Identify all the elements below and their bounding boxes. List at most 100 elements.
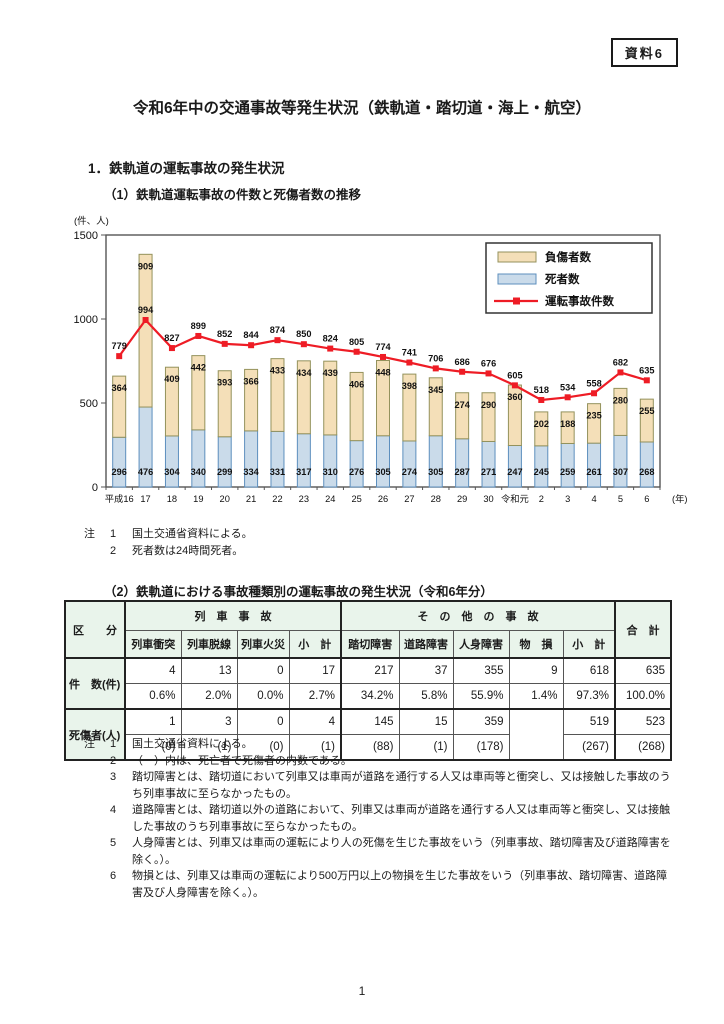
injured-bar: [164, 366, 179, 437]
injured-bar: [138, 253, 153, 408]
svg-text:25: 25: [351, 494, 361, 504]
table-col-header: 踏切障害: [340, 630, 400, 659]
page-title: 令和6年中の交通事故等発生状況（鉄軌道・踏切道・海上・航空）: [132, 100, 592, 117]
svg-text:706: 706: [428, 353, 443, 363]
table-col-header: 道路障害: [398, 630, 454, 659]
line-marker: [432, 365, 439, 372]
svg-text:433: 433: [270, 366, 285, 376]
table-cell: 37: [398, 657, 454, 684]
svg-text:280: 280: [613, 395, 628, 405]
svg-text:18: 18: [167, 494, 177, 504]
table-cell: (1): [288, 734, 342, 761]
table-cell: 523: [614, 708, 672, 735]
table-col-header: 物 損: [508, 630, 564, 659]
injured-bar: [402, 373, 417, 442]
note-item: 注 1 国土交通省資料による。: [84, 736, 676, 753]
table-cell: 0: [236, 657, 290, 684]
note-item: 4 道路障害とは、踏切道以外の道路において、列車又は車両が道路を通行する人又は車両…: [84, 802, 676, 835]
svg-text:259: 259: [560, 467, 575, 477]
deaths-bar: [587, 442, 602, 488]
svg-text:23: 23: [299, 494, 309, 504]
svg-text:0: 0: [92, 482, 98, 494]
svg-text:317: 317: [296, 467, 311, 477]
section1-heading: 1．鉄軌道の運転事故の発生状況: [88, 161, 285, 176]
svg-text:22: 22: [272, 494, 282, 504]
note-number: 2: [110, 754, 117, 767]
line-marker: [591, 390, 598, 397]
svg-text:741: 741: [402, 348, 417, 358]
svg-text:29: 29: [457, 494, 467, 504]
deaths-bar: [481, 440, 496, 488]
svg-text:774: 774: [375, 342, 391, 352]
svg-text:17: 17: [140, 494, 150, 504]
svg-text:5: 5: [618, 494, 623, 504]
injured-bar: [244, 368, 259, 432]
table-cell: 519: [562, 708, 616, 735]
svg-text:3: 3: [565, 494, 570, 504]
table-cell: 13: [180, 657, 238, 684]
svg-text:434: 434: [296, 368, 312, 378]
svg-text:676: 676: [481, 358, 496, 368]
table-cell: 359: [452, 708, 510, 735]
deaths-bar: [270, 430, 285, 488]
legend-item: 負傷者数: [497, 250, 591, 264]
svg-text:26: 26: [378, 494, 388, 504]
svg-text:平成16: 平成16: [105, 493, 134, 504]
line-marker: [380, 353, 386, 360]
svg-text:1500: 1500: [74, 230, 98, 242]
svg-text:605: 605: [507, 370, 522, 380]
line-marker: [538, 396, 545, 403]
svg-text:500: 500: [80, 398, 98, 410]
line-marker: [195, 332, 202, 339]
svg-text:21: 21: [246, 494, 256, 504]
line-marker: [511, 382, 518, 389]
line-marker: [221, 340, 228, 347]
note-item: 3 踏切障害とは、踏切道において列車又は車両が道路を通行する人又は車両等と衝突し、…: [84, 769, 676, 802]
page-number: 1: [358, 984, 366, 998]
svg-text:(年): (年): [672, 493, 688, 504]
svg-text:366: 366: [243, 376, 258, 386]
injured-bar: [270, 358, 285, 432]
deaths-bar: [296, 433, 311, 488]
svg-text:805: 805: [349, 337, 364, 347]
deaths-bar: [402, 440, 417, 488]
svg-text:19: 19: [193, 494, 203, 504]
svg-text:310: 310: [323, 467, 338, 477]
svg-text:307: 307: [613, 467, 628, 477]
deaths-bar: [349, 440, 364, 488]
note-item: 2 （ ）内は、死亡者で死傷者の内数である。: [84, 753, 676, 770]
svg-text:死者数: 死者数: [545, 272, 580, 286]
table-cell: 4: [124, 657, 182, 684]
table-col-header: 小 計: [562, 630, 616, 659]
note-number: 3: [110, 771, 117, 783]
table-cell: 15: [398, 708, 454, 735]
table-col-header: 列車衝突: [124, 630, 182, 659]
deaths-bar: [639, 441, 654, 488]
injured-bar: [323, 360, 338, 436]
note-text: 道路障害とは、踏切道以外の道路において、列車又は車両が道路を通行する人又は車両等…: [132, 804, 671, 833]
svg-text:406: 406: [349, 379, 364, 389]
document-tag: 資料6: [610, 38, 678, 67]
svg-text:20: 20: [220, 494, 230, 504]
table-cell: 217: [340, 657, 400, 684]
svg-text:287: 287: [454, 467, 469, 477]
injured-bar: [560, 411, 575, 444]
svg-text:364: 364: [112, 383, 128, 393]
injured-bar: [296, 360, 311, 435]
table-cell: 55.9%: [452, 683, 510, 710]
legend-item: 運転事故件数: [494, 294, 614, 308]
table-cell: 9: [508, 657, 564, 684]
svg-text:運転事故件数: 運転事故件数: [545, 294, 614, 308]
table-cell: (267): [562, 734, 616, 761]
svg-text:255: 255: [639, 406, 654, 416]
svg-text:274: 274: [454, 400, 470, 410]
deaths-bar: [191, 429, 206, 488]
note-number: 5: [110, 837, 117, 849]
svg-text:340: 340: [191, 467, 206, 477]
x-axis: 平成16 17 18 19 20 21 22 23 24 25 26 27 28 29 30 令和元 2 3 4 5 6…: [105, 487, 688, 504]
svg-text:304: 304: [164, 467, 180, 477]
section1-sub-heading: （1）鉄軌道運転事故の件数と死傷者数の推移: [104, 188, 361, 202]
table-cell: (0): [124, 734, 182, 761]
table-total-header: 合 計: [614, 600, 672, 659]
